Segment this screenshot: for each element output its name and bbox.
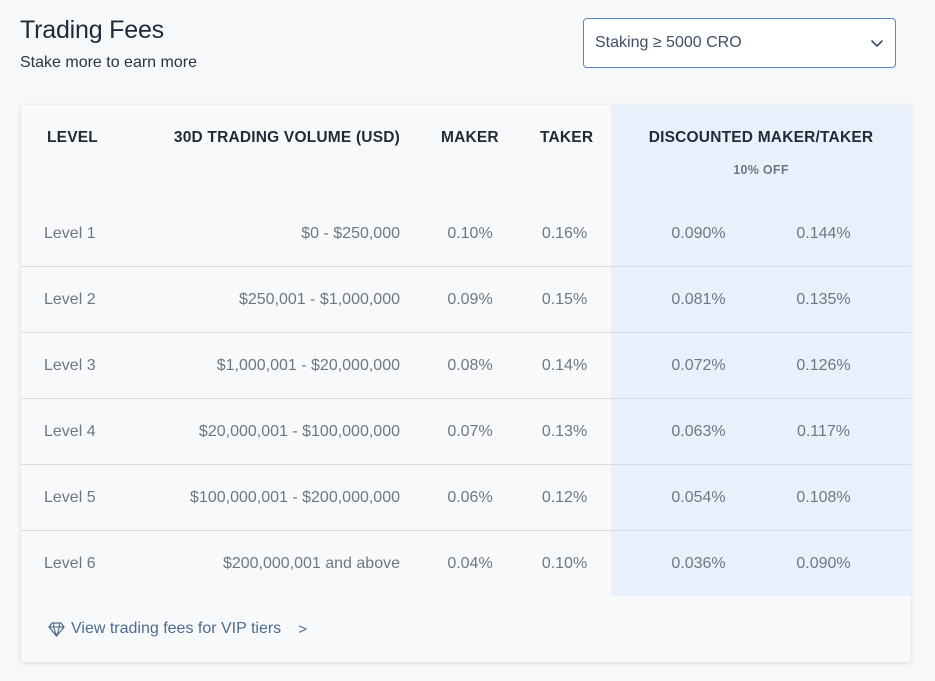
vip-tiers-link[interactable]: View trading fees for VIP tiers > (48, 620, 307, 638)
cell-discounted-maker: 0.054% (671, 489, 726, 506)
cell-discounted-taker: 0.117% (796, 423, 851, 440)
cell-taker: 0.10% (541, 555, 588, 572)
cell-level: Level 2 (44, 291, 96, 308)
cell-level: Level 5 (44, 489, 96, 506)
column-header-level: LEVEL (47, 129, 98, 146)
cell-taker: 0.14% (541, 357, 588, 374)
trading-fees-table: LEVEL 30D TRADING VOLUME (USD) MAKER TAK… (21, 105, 911, 662)
cell-maker: 0.10% (447, 225, 493, 242)
table-header: LEVEL 30D TRADING VOLUME (USD) MAKER TAK… (21, 105, 911, 205)
cell-level: Level 3 (44, 357, 96, 374)
cell-discounted-maker: 0.090% (671, 225, 726, 242)
cell-maker: 0.04% (447, 555, 493, 572)
table-footer: View trading fees for VIP tiers > (21, 596, 911, 662)
table-row: Level 2 $250,001 - $1,000,000 0.09% 0.15… (21, 267, 911, 333)
diamond-icon (48, 621, 65, 637)
cell-volume: $100,000,001 - $200,000,000 (190, 489, 400, 506)
column-header-maker: MAKER (441, 129, 499, 146)
cell-discounted-taker: 0.126% (796, 357, 851, 374)
cell-discounted-maker: 0.036% (671, 555, 726, 572)
cell-discounted-maker: 0.081% (671, 291, 726, 308)
cell-taker: 0.13% (541, 423, 588, 440)
cell-discounted-maker: 0.072% (671, 357, 726, 374)
cell-volume: $20,000,001 - $100,000,000 (198, 423, 400, 440)
cell-maker: 0.07% (447, 423, 493, 440)
cell-maker: 0.09% (447, 291, 493, 308)
cell-discounted-taker: 0.108% (796, 489, 851, 506)
cell-taker: 0.12% (541, 489, 588, 506)
page-subtitle: Stake more to earn more (20, 54, 197, 71)
column-header-taker: TAKER (540, 129, 594, 146)
cell-discounted-taker: 0.135% (796, 291, 851, 308)
cell-volume: $250,001 - $1,000,000 (238, 291, 400, 308)
table-row: Level 6 $200,000,001 and above 0.04% 0.1… (21, 531, 911, 597)
chevron-down-icon (869, 35, 885, 51)
table-row: Level 4 $20,000,001 - $100,000,000 0.07%… (21, 399, 911, 465)
cell-level: Level 1 (44, 225, 96, 242)
table-body: Level 1 $0 - $250,000 0.10% 0.16% 0.090%… (21, 201, 911, 597)
vip-link-label: View trading fees for VIP tiers (71, 620, 282, 637)
cell-discounted-taker: 0.090% (796, 555, 851, 572)
cell-level: Level 6 (44, 555, 96, 572)
table-row: Level 1 $0 - $250,000 0.10% 0.16% 0.090%… (21, 201, 911, 267)
cell-volume: $200,000,001 and above (222, 555, 400, 572)
column-header-discounted: DISCOUNTED MAKER/TAKER (648, 129, 874, 146)
column-header-volume: 30D TRADING VOLUME (USD) (173, 129, 400, 146)
table-row: Level 3 $1,000,001 - $20,000,000 0.08% 0… (21, 333, 911, 399)
cell-maker: 0.08% (447, 357, 493, 374)
cell-maker: 0.06% (447, 489, 493, 506)
cell-volume: $1,000,001 - $20,000,000 (216, 357, 400, 374)
cell-volume: $0 - $250,000 (301, 225, 400, 242)
cell-discounted-maker: 0.063% (671, 423, 726, 440)
vip-link-arrow: > (298, 620, 307, 638)
staking-level-select[interactable]: Staking ≥ 5000 CRO (583, 18, 896, 68)
staking-select-value: Staking ≥ 5000 CRO (595, 34, 742, 51)
cell-taker: 0.15% (541, 291, 588, 308)
cell-taker: 0.16% (541, 225, 588, 242)
cell-discounted-taker: 0.144% (796, 225, 851, 242)
discount-column-highlight (611, 105, 911, 596)
page-title: Trading Fees (20, 16, 164, 44)
table-row: Level 5 $100,000,001 - $200,000,000 0.06… (21, 465, 911, 531)
discount-note: 10% OFF (733, 163, 789, 177)
cell-level: Level 4 (44, 423, 96, 440)
